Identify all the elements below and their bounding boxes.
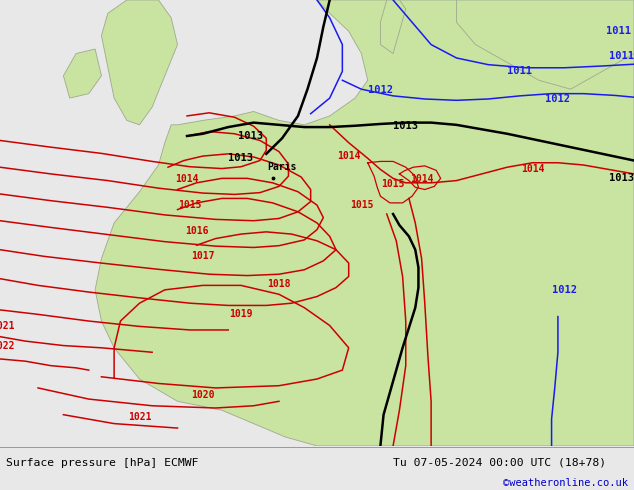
Text: 1012: 1012 bbox=[552, 285, 577, 295]
Text: 1013: 1013 bbox=[238, 131, 263, 141]
Text: 1011: 1011 bbox=[609, 51, 634, 61]
Text: 1020: 1020 bbox=[191, 390, 215, 400]
Text: 1015: 1015 bbox=[178, 200, 202, 210]
Text: 1013: 1013 bbox=[228, 153, 254, 163]
Text: 1015: 1015 bbox=[381, 179, 405, 189]
Text: 1014: 1014 bbox=[175, 174, 199, 184]
Text: 1014: 1014 bbox=[410, 174, 434, 184]
Text: 1011: 1011 bbox=[605, 26, 631, 36]
Text: 1011: 1011 bbox=[507, 66, 533, 76]
Text: 1018: 1018 bbox=[267, 279, 291, 290]
Text: 1014: 1014 bbox=[337, 151, 361, 161]
Text: 1021: 1021 bbox=[0, 320, 15, 331]
Text: 1012: 1012 bbox=[368, 85, 393, 95]
Text: Tu 07-05-2024 00:00 UTC (18+78): Tu 07-05-2024 00:00 UTC (18+78) bbox=[393, 458, 606, 467]
Text: 1021: 1021 bbox=[127, 412, 152, 422]
Text: ©weatheronline.co.uk: ©weatheronline.co.uk bbox=[503, 478, 628, 489]
Text: 1022: 1022 bbox=[0, 341, 15, 350]
Text: 1013: 1013 bbox=[609, 173, 634, 183]
Text: 1014: 1014 bbox=[521, 165, 545, 174]
Text: 1019: 1019 bbox=[229, 309, 253, 319]
Text: Surface pressure [hPa] ECMWF: Surface pressure [hPa] ECMWF bbox=[6, 458, 199, 467]
Text: 1015: 1015 bbox=[349, 200, 373, 210]
Text: 1013: 1013 bbox=[393, 121, 418, 131]
Text: 1012: 1012 bbox=[545, 94, 571, 104]
Text: 1017: 1017 bbox=[191, 251, 215, 261]
Text: Paris: Paris bbox=[268, 162, 297, 172]
Text: 1016: 1016 bbox=[184, 226, 209, 236]
